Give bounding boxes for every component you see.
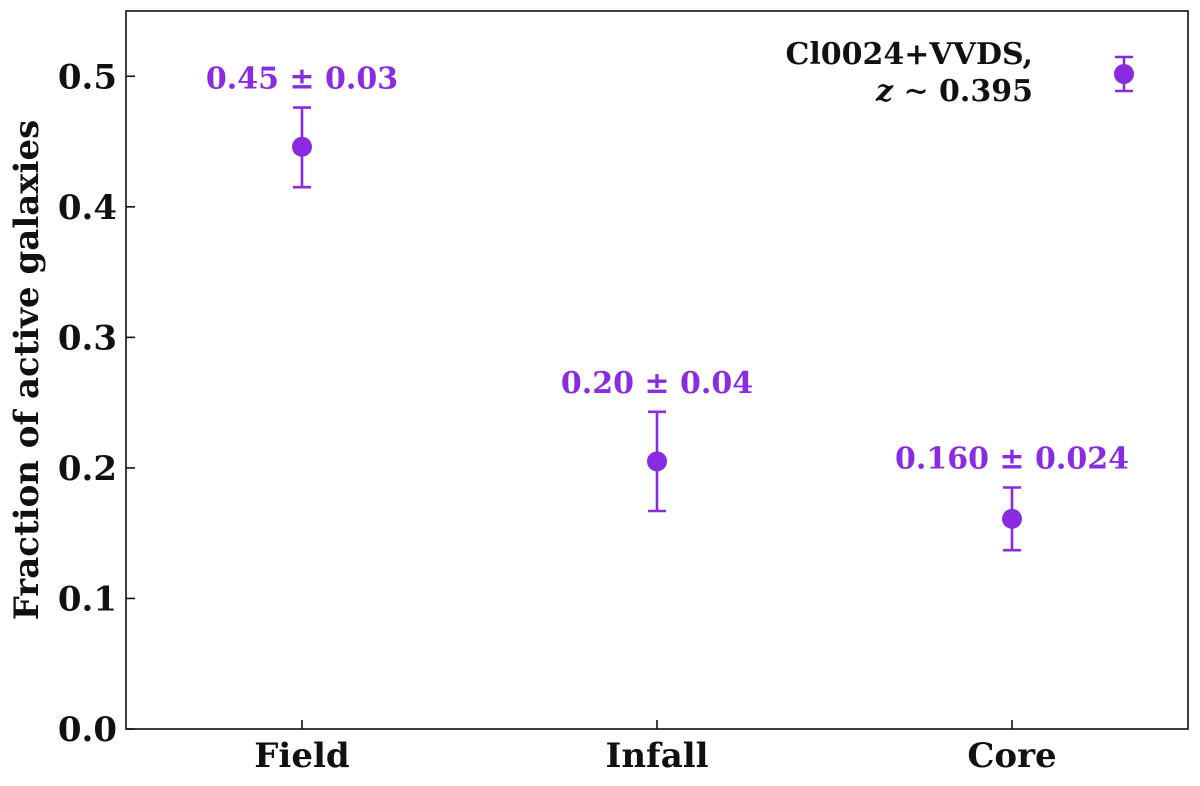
y-tick-label: 0.3 — [58, 318, 117, 358]
y-axis: 0.0 0.1 0.2 0.3 0.4 0.5 — [58, 57, 135, 750]
legend-label-line2: z ∼ 0.395 — [875, 74, 1033, 109]
data-series: 0.45 ± 0.03 0.20 ± 0.04 0.160 ± 0.024 — [206, 62, 1129, 552]
data-label: 0.45 ± 0.03 — [206, 62, 398, 97]
data-label: 0.160 ± 0.024 — [895, 441, 1129, 476]
y-tick-label: 0.4 — [58, 188, 117, 228]
data-point-infall: 0.20 ± 0.04 — [561, 366, 753, 513]
data-marker — [1002, 508, 1022, 529]
legend-dot — [1114, 64, 1134, 84]
legend-variable: z — [875, 74, 894, 109]
legend-marker — [1114, 55, 1134, 93]
data-marker — [647, 451, 667, 472]
x-tick-label-infall: Infall — [605, 736, 708, 776]
data-point-field: 0.45 ± 0.03 — [206, 62, 398, 189]
x-tick-label-field: Field — [254, 736, 349, 776]
legend: Cl0024+VVDS, z ∼ 0.395 — [785, 37, 1134, 109]
legend-label-line1: Cl0024+VVDS, — [785, 37, 1033, 72]
legend-value: ∼ 0.395 — [893, 74, 1033, 109]
data-label: 0.20 ± 0.04 — [561, 366, 753, 401]
x-axis: Field Infall Core — [254, 720, 1057, 776]
data-marker — [292, 136, 312, 157]
y-tick-label: 0.5 — [58, 57, 117, 97]
y-axis-title: Fraction of active galaxies — [7, 120, 47, 620]
y-tick-label: 0.0 — [58, 710, 117, 750]
y-tick-label: 0.1 — [58, 579, 117, 619]
x-tick-label-core: Core — [967, 736, 1056, 776]
data-point-core: 0.160 ± 0.024 — [895, 441, 1129, 552]
y-tick-label: 0.2 — [58, 449, 117, 489]
